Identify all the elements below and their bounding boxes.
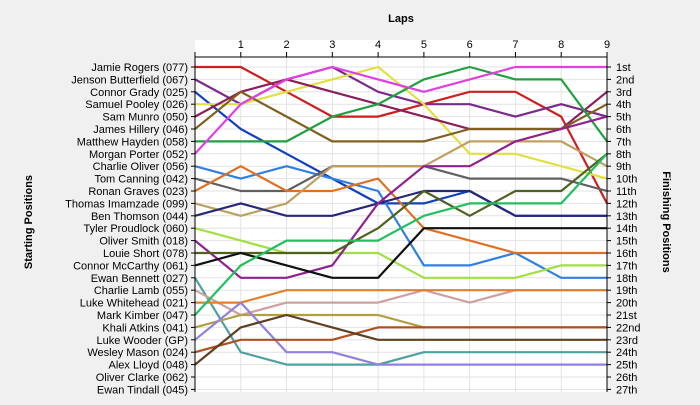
finishing-position-label: 20th [616, 298, 637, 310]
driver-position-line [194, 153, 608, 316]
x-tick-label: 4 [375, 39, 381, 51]
y-axis-label-left: Starting Positions [23, 175, 35, 269]
driver-position-line [195, 289, 607, 304]
finishing-position-label: 3rd [616, 87, 632, 99]
starting-position-label: Wesley Mason (024) [87, 347, 188, 359]
driver-position-line [194, 277, 607, 366]
starting-position-label: Oliver Smith (018) [99, 236, 188, 248]
starting-position-label: Matthew Hayden (058) [77, 136, 188, 148]
x-tick-label: 8 [558, 39, 564, 51]
series-layer [194, 65, 608, 366]
finishing-position-label: 25th [616, 360, 637, 372]
starting-position-label: Louie Short (078) [103, 248, 188, 260]
finishing-position-label: 6th [616, 124, 631, 136]
finishing-position-label: 16th [616, 248, 637, 260]
finishing-position-label: 9th [616, 161, 631, 173]
finishing-position-label: 14th [616, 223, 637, 235]
x-tick-label: 5 [421, 39, 427, 51]
starting-position-label: James Hillery (046) [93, 124, 188, 136]
finishing-position-label: 21st [616, 310, 637, 322]
starting-position-label: Luke Wooder (GP) [96, 335, 188, 347]
finishing-position-label: 10th [616, 174, 637, 186]
finishing-position-label: 18th [616, 273, 637, 285]
x-tick-label: 6 [467, 39, 473, 51]
starting-position-label: Luke Whitehead (021) [80, 298, 188, 310]
driver-position-line [194, 90, 608, 143]
x-tick-label: 7 [512, 39, 518, 51]
driver-position-line [194, 301, 607, 366]
driver-position-line [194, 65, 607, 155]
axis-layer: 1 2 3 4 5 6 7 8 9 Jamie Rogers (077)Jenson Butter… [65, 39, 640, 396]
finishing-position-label: 24th [616, 347, 637, 359]
finishing-position-label: 22nd [616, 322, 640, 334]
finishing-position-label: 7th [616, 136, 631, 148]
starting-position-label: Morgan Porter (052) [89, 149, 188, 161]
starting-position-label: Samuel Pooley (026) [85, 99, 188, 111]
finishing-position-label: 23rd [616, 335, 638, 347]
finishing-position-label: 12th [616, 198, 637, 210]
starting-position-label: Tyler Proudlock (060) [83, 223, 188, 235]
driver-position-line [194, 326, 607, 354]
x-tick-label: 9 [604, 39, 610, 51]
starting-position-label: Jamie Rogers (077) [91, 62, 188, 74]
starting-position-label: Sam Munro (050) [102, 112, 188, 124]
x-tick-label: 3 [329, 39, 335, 51]
starting-position-label: Alex Lloyd (048) [109, 360, 189, 372]
starting-position-label: Charlie Lamb (055) [94, 285, 188, 297]
finishing-position-label: 5th [616, 112, 631, 124]
driver-position-line [194, 165, 607, 255]
finishing-position-label: 2nd [616, 74, 634, 86]
finishing-position-label: 4th [616, 99, 631, 111]
starting-position-label: Ronan Graves (023) [88, 186, 188, 198]
driver-position-line [194, 115, 608, 279]
y-axis-label-right: Finishing Positions [660, 171, 672, 272]
starting-position-label: Ewan Bennett (027) [91, 273, 188, 285]
starting-position-label: Jenson Butterfield (067) [71, 74, 188, 86]
x-tick-label: 2 [283, 39, 289, 51]
finishing-position-label: 19th [616, 285, 637, 297]
starting-position-label: Charlie Oliver (056) [93, 161, 188, 173]
starting-position-label: Connor McCarthy (061) [73, 260, 188, 272]
starting-position-label: Connor Grady (025) [90, 87, 188, 99]
x-tick-label: 1 [238, 39, 244, 51]
starting-position-label: Khali Atkins (041) [102, 322, 188, 334]
chart-title: Laps [388, 13, 414, 25]
driver-position-line [194, 227, 607, 279]
starting-position-label: Oliver Clarke (062) [96, 372, 188, 384]
driver-position-line [194, 227, 607, 279]
driver-position-line [195, 65, 608, 143]
finishing-position-label: 27th [616, 384, 637, 396]
finishing-position-label: 11th [616, 186, 637, 198]
driver-position-line [194, 313, 607, 366]
starting-position-label: Thomas Imamzade (099) [65, 198, 188, 210]
starting-position-label: Tom Canning (042) [94, 174, 188, 186]
starting-position-label: Mark Kimber (047) [97, 310, 188, 322]
starting-position-label: Ewan Tindall (045) [97, 384, 188, 396]
finishing-position-label: 15th [616, 236, 637, 248]
starting-position-label: Ben Thomson (044) [91, 211, 188, 223]
driver-position-line [194, 189, 607, 217]
finishing-position-label: 13th [616, 211, 637, 223]
finishing-position-label: 8th [616, 149, 631, 161]
finishing-position-label: 17th [616, 260, 637, 272]
finishing-position-label: 1st [616, 62, 631, 74]
finishing-position-label: 26th [616, 372, 637, 384]
